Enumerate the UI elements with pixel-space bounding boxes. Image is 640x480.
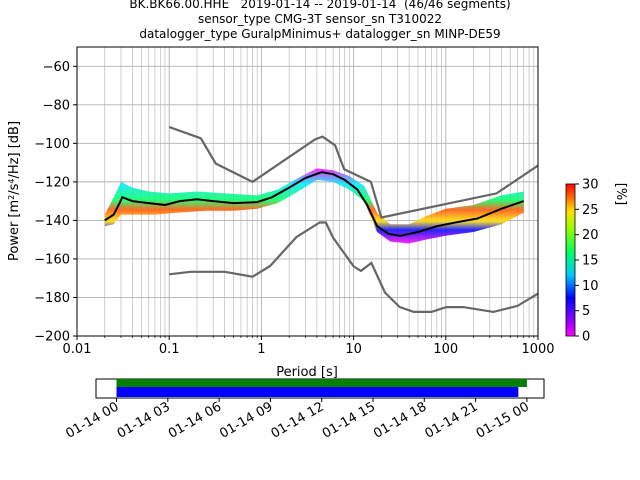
y-tick-label: −140 bbox=[34, 214, 70, 229]
timeline-tick-label: 01-14 18 bbox=[371, 399, 429, 441]
colorbar-tick-label: 20 bbox=[582, 228, 599, 243]
x-tick-label: 10 bbox=[345, 342, 362, 357]
y-tick-label: −80 bbox=[43, 98, 70, 113]
x-tick-label: 1000 bbox=[521, 342, 554, 357]
y-axis: −60 −80 −100 −120 −140 −160 −180 −200 bbox=[34, 60, 77, 345]
y-tick-label: −120 bbox=[34, 175, 70, 190]
timeline-tick-label: 01-14 15 bbox=[320, 399, 378, 441]
x-tick-label: 100 bbox=[433, 342, 458, 357]
x-axis: 0.01 0.1 1 10 100 1000 bbox=[63, 336, 555, 357]
title-line-2: sensor_type CMG-3T sensor_sn T310022 bbox=[197, 12, 443, 26]
colorbar-label: [%] bbox=[613, 183, 628, 206]
plot-area bbox=[77, 47, 538, 336]
x-axis-label: Period [s] bbox=[276, 365, 338, 380]
timeline-psd-bar bbox=[116, 387, 519, 397]
colorbar-tick-label: 5 bbox=[582, 304, 590, 319]
timeline-tick-label: 01-15 00 bbox=[474, 399, 532, 441]
title-line-1: BK.BK66.00.HHE 2019-01-14 -- 2019-01-14 … bbox=[129, 0, 511, 11]
plot-frame bbox=[76, 46, 539, 337]
colorbar-tick-label: 10 bbox=[582, 279, 599, 294]
y-tick-label: −200 bbox=[34, 330, 70, 345]
y-tick-label: −100 bbox=[34, 137, 70, 152]
timeline-tick-label: 01-14 03 bbox=[115, 399, 173, 441]
high-noise-model-line bbox=[168, 125, 538, 219]
timeline-data-bar bbox=[116, 379, 527, 387]
mode-line bbox=[104, 171, 525, 237]
psd-density-band bbox=[104, 168, 524, 244]
y-tick-label: −160 bbox=[34, 252, 70, 267]
timeline-tick-label: 01-14 00 bbox=[63, 399, 121, 441]
low-noise-model-line bbox=[169, 221, 538, 314]
colorbar-tick-label: 15 bbox=[582, 254, 599, 269]
x-tick-label: 1 bbox=[257, 342, 265, 357]
timeline-tick-label: 01-14 09 bbox=[217, 399, 275, 441]
colorbar-tick-label: 30 bbox=[582, 178, 599, 193]
colorbar-ticks: 0 5 10 15 20 25 30 bbox=[575, 178, 599, 345]
y-tick-label: −180 bbox=[34, 291, 70, 306]
x-tick-label: 0.1 bbox=[159, 342, 180, 357]
colorbar-tick-label: 25 bbox=[582, 203, 599, 218]
title-line-3: datalogger_type GuralpMinimus+ datalogge… bbox=[139, 27, 501, 41]
timeline-tick-label: 01-14 12 bbox=[269, 399, 327, 441]
colorbar-tick-label: 0 bbox=[582, 330, 590, 345]
colorbar bbox=[565, 183, 576, 337]
x-tick-label: 0.01 bbox=[63, 342, 92, 357]
y-axis-label: Power [m2/s4/Hz] [dB] bbox=[7, 121, 23, 261]
timeline-tick-label: 01-14 06 bbox=[166, 399, 224, 441]
y-tick-label: −60 bbox=[43, 60, 70, 75]
timeline-tick-label: 01-14 21 bbox=[422, 399, 480, 441]
